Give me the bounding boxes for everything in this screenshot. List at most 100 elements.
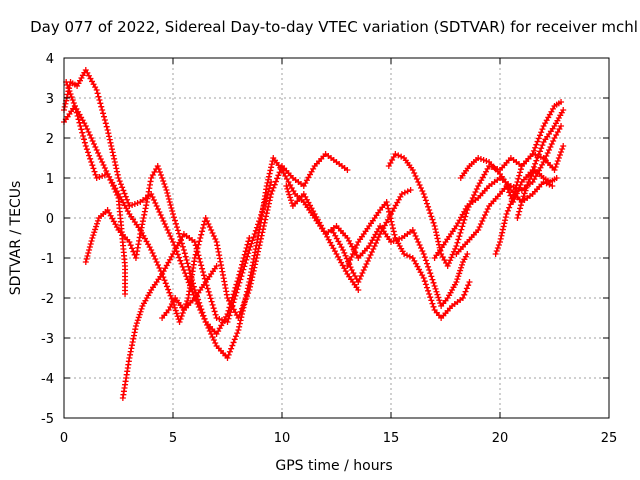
data-point: [99, 173, 106, 179]
data-point: [268, 164, 275, 171]
data-point: [163, 187, 170, 193]
data-point: [384, 202, 391, 209]
data-point: [423, 260, 430, 267]
data-point: [155, 166, 162, 172]
data-point: [199, 228, 206, 235]
data-point: [512, 185, 519, 192]
data-point: [538, 145, 545, 152]
series-15: [514, 167, 560, 221]
data-point: [504, 207, 511, 214]
data-point: [532, 144, 539, 151]
data-point: [234, 330, 241, 337]
data-point: [499, 226, 506, 233]
data-point: [503, 183, 510, 189]
data-point: [230, 299, 237, 306]
data-point: [432, 226, 439, 233]
data-point: [261, 201, 268, 208]
data-point: [422, 197, 429, 204]
data-point: [106, 133, 113, 140]
data-point: [554, 158, 561, 164]
data-point: [198, 306, 205, 313]
data-point: [245, 250, 252, 257]
data-point: [529, 151, 536, 157]
data-point: [243, 293, 250, 300]
data-point: [170, 214, 177, 221]
plot-frame: [63, 57, 610, 419]
data-point: [498, 232, 505, 239]
data-point: [342, 252, 349, 259]
data-point: [105, 130, 112, 137]
data-point: [165, 193, 172, 199]
data-point: [257, 239, 264, 245]
data-point: [475, 155, 482, 161]
data-point: [134, 200, 141, 206]
data-point: [197, 303, 204, 309]
data-point: [182, 253, 189, 260]
data-point: [253, 224, 260, 231]
data-point: [236, 279, 243, 286]
data-point: [93, 223, 100, 230]
data-point: [283, 183, 290, 189]
data-point: [433, 288, 440, 295]
data-point: [422, 257, 429, 264]
data-point: [517, 202, 524, 209]
data-point: [390, 228, 397, 235]
data-point: [96, 174, 103, 180]
data-point: [389, 225, 396, 232]
x-axis-label: GPS time / hours: [275, 458, 392, 474]
data-point: [246, 235, 253, 241]
data-point: [125, 199, 132, 206]
data-point: [256, 242, 263, 249]
data-point: [255, 248, 262, 255]
data-point: [514, 179, 521, 185]
data-point: [286, 191, 293, 198]
data-point: [250, 234, 257, 241]
data-point: [83, 256, 90, 262]
data-point: [423, 200, 430, 207]
data-point: [425, 287, 432, 294]
data-point: [558, 149, 565, 155]
data-point: [497, 235, 504, 242]
data-point: [190, 283, 197, 290]
data-point: [213, 263, 220, 269]
data-point: [445, 260, 452, 267]
data-point: [276, 169, 283, 176]
data-point: [483, 158, 490, 164]
data-point: [432, 285, 439, 292]
data-point: [178, 260, 185, 267]
data-point: [137, 308, 144, 315]
data-point: [235, 315, 242, 321]
data-point: [420, 191, 427, 197]
data-point: [156, 169, 163, 175]
data-point: [132, 323, 139, 329]
data-point: [436, 297, 443, 304]
data-point: [209, 301, 216, 308]
data-point: [91, 229, 98, 236]
data-point: [251, 231, 258, 237]
data-point: [230, 339, 237, 346]
y-tick-label: -3: [41, 332, 54, 347]
data-point: [167, 202, 174, 208]
data-point: [427, 270, 434, 277]
data-point: [523, 184, 530, 191]
data-point: [89, 162, 96, 169]
data-point: [387, 215, 394, 222]
data-point: [241, 299, 248, 306]
data-point: [95, 93, 102, 100]
data-point: [158, 172, 165, 178]
data-point: [427, 210, 434, 217]
data-point: [195, 296, 202, 303]
data-point: [232, 292, 239, 299]
data-point: [67, 91, 74, 97]
x-tick-label: 15: [383, 431, 400, 446]
data-point: [198, 231, 205, 238]
data-point: [191, 239, 198, 245]
data-point: [172, 220, 179, 227]
data-point: [177, 257, 184, 264]
data-point: [453, 243, 460, 249]
data-point: [141, 208, 148, 215]
data-point: [257, 215, 264, 221]
data-point: [183, 257, 190, 263]
y-tick-label: 4: [46, 52, 54, 67]
data-point: [94, 220, 101, 227]
